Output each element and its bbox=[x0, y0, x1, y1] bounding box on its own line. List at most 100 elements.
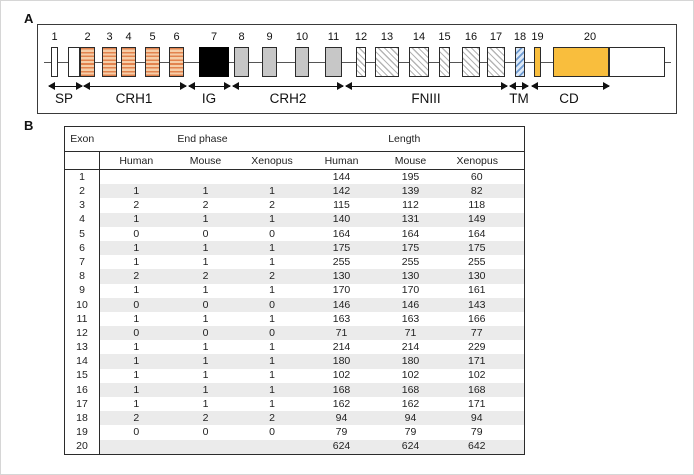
value-cell: 1 bbox=[202, 255, 209, 268]
value-cell: 131 bbox=[377, 212, 444, 227]
exon-cell: 19 bbox=[76, 426, 88, 439]
domain-arrow-crh1 bbox=[84, 85, 186, 88]
exon-table-body: 1 144 195 60 2 1 1 1 142 139 82 3 2 2 2 115 112 118 4 1 1 1 14… bbox=[65, 169, 525, 455]
domain-label-sp: SP bbox=[54, 91, 74, 106]
exon-box-13 bbox=[375, 47, 399, 77]
exon-number: 13 bbox=[380, 31, 394, 43]
value-cell: 214 bbox=[332, 341, 351, 354]
value-cell: 255 bbox=[468, 255, 486, 268]
length-group-header: Length bbox=[305, 126, 525, 152]
value-cell: 195 bbox=[401, 170, 420, 183]
value-cell: 0 bbox=[269, 227, 275, 240]
empty-header-cell bbox=[64, 151, 100, 170]
value-cell: 139 bbox=[377, 184, 444, 199]
value-cell: 82 bbox=[443, 184, 525, 199]
value-cell: 1 bbox=[99, 212, 173, 227]
value-cell: 146 bbox=[305, 297, 378, 312]
exon-cell: 7 bbox=[79, 255, 85, 268]
domain-label-crh1: CRH1 bbox=[115, 91, 153, 106]
value-cell bbox=[99, 439, 173, 455]
value-cell: 1 bbox=[238, 212, 306, 227]
exon-box-14 bbox=[409, 47, 429, 77]
value-cell: 166 bbox=[468, 312, 486, 325]
exon-box-18 bbox=[515, 47, 525, 77]
value-cell: 102 bbox=[332, 369, 351, 382]
value-cell: 1 bbox=[269, 312, 275, 325]
value-cell: 0 bbox=[99, 226, 173, 241]
exon-cell: 11 bbox=[76, 312, 88, 325]
exon-cell: 8 bbox=[79, 270, 85, 283]
value-cell: 171 bbox=[468, 397, 486, 410]
exon-cell: 10 bbox=[76, 298, 88, 311]
value-cell: 170 bbox=[332, 284, 351, 297]
value-cell: 71 bbox=[305, 326, 378, 341]
domain-arrow-tm bbox=[510, 85, 528, 88]
table-row: 4 1 1 1 140 131 149 bbox=[65, 212, 525, 227]
value-cell: 1 bbox=[99, 311, 173, 327]
value-cell: 163 bbox=[332, 312, 351, 325]
table-row: 7 1 1 1 255 255 255 bbox=[65, 255, 525, 270]
value-cell bbox=[173, 170, 239, 185]
value-cell: 1 bbox=[202, 312, 209, 325]
value-cell: 168 bbox=[377, 382, 444, 397]
value-cell: 1 bbox=[99, 255, 173, 270]
value-cell: 1 bbox=[202, 397, 209, 410]
exon-number: 1 bbox=[51, 31, 58, 43]
value-cell: 102 bbox=[401, 369, 420, 382]
value-cell: 164 bbox=[332, 227, 351, 240]
domain-label-crh2: CRH2 bbox=[269, 91, 307, 106]
table-row: 8 2 2 2 130 130 130 bbox=[65, 269, 525, 284]
exon-cell: 9 bbox=[79, 284, 85, 297]
exon-cell: 2 bbox=[79, 185, 85, 198]
table-row: 11 1 1 1 163 163 166 bbox=[65, 311, 525, 327]
value-cell: 229 bbox=[468, 341, 486, 354]
value-cell: 175 bbox=[377, 240, 444, 256]
value-cell: 642 bbox=[443, 439, 525, 455]
value-cell: 162 bbox=[401, 397, 420, 410]
exon-box-9 bbox=[262, 47, 277, 77]
table-row: 20 624 624 642 bbox=[65, 439, 525, 455]
domain-arrow-cd bbox=[532, 85, 609, 88]
exon-number: 10 bbox=[295, 31, 309, 43]
value-cell: 1 bbox=[99, 397, 173, 412]
exon-cell: 20 bbox=[76, 440, 88, 453]
value-cell: 0 bbox=[99, 425, 173, 440]
value-cell: 2 bbox=[99, 411, 173, 426]
value-cell: 180 bbox=[305, 354, 378, 369]
value-cell: 1 bbox=[99, 368, 173, 383]
domain-label-fniii: FNIII bbox=[411, 91, 441, 106]
value-cell: 149 bbox=[443, 212, 525, 227]
value-cell: 624 bbox=[305, 439, 378, 455]
exon-box-5 bbox=[145, 47, 160, 77]
domain-label-cd: CD bbox=[559, 91, 579, 106]
table-row: 9 1 1 1 170 170 161 bbox=[65, 283, 525, 298]
value-cell bbox=[99, 169, 173, 185]
value-cell: 94 bbox=[377, 411, 444, 426]
exon-number: 15 bbox=[438, 31, 451, 43]
exon-number: 9 bbox=[266, 31, 273, 43]
table-row: 3 2 2 2 115 112 118 bbox=[65, 198, 525, 213]
value-cell: 2 bbox=[172, 269, 239, 284]
table-row: 13 1 1 1 214 214 229 bbox=[65, 340, 525, 355]
table-row: 17 1 1 1 162 162 171 bbox=[65, 397, 525, 412]
exon-number: 6 bbox=[173, 31, 180, 43]
value-cell: 1 bbox=[269, 397, 275, 410]
table-row: 14 1 1 1 180 180 171 bbox=[65, 354, 525, 369]
value-cell: 255 bbox=[401, 255, 420, 268]
value-cell: 144 bbox=[332, 170, 351, 183]
value-cell: 0 bbox=[172, 326, 239, 341]
exon-number: 2 bbox=[84, 31, 91, 43]
value-cell: 0 bbox=[202, 227, 209, 240]
value-cell: 0 bbox=[269, 426, 275, 439]
exon-box-20-utr bbox=[609, 47, 665, 77]
value-cell: 2 bbox=[99, 198, 173, 213]
exon-number: 14 bbox=[412, 31, 426, 43]
exon-number: 3 bbox=[106, 31, 113, 43]
value-cell: 1 bbox=[269, 255, 275, 268]
value-cell: 60 bbox=[470, 170, 483, 183]
value-cell: 1 bbox=[269, 341, 275, 354]
value-cell: 2 bbox=[202, 199, 209, 212]
value-cell: 0 bbox=[99, 297, 173, 312]
value-cell: 175 bbox=[305, 240, 378, 256]
exon-box-2-utr bbox=[68, 47, 80, 77]
